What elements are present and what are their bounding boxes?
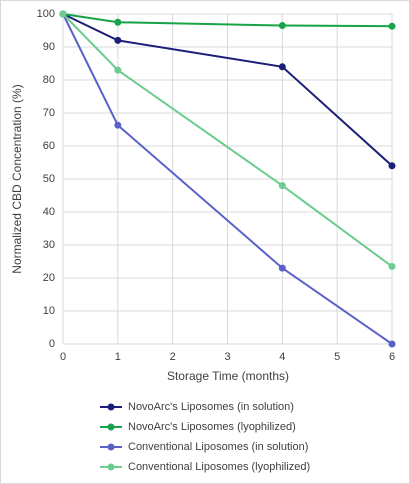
y-tick-label: 50 bbox=[43, 173, 55, 185]
series-line bbox=[62, 13, 393, 345]
data-point bbox=[388, 262, 396, 270]
y-tick-label: 60 bbox=[43, 140, 55, 152]
x-tick-label: 1 bbox=[115, 351, 121, 363]
y-tick-label: 70 bbox=[43, 107, 55, 119]
data-point bbox=[388, 340, 396, 348]
data-point bbox=[114, 66, 122, 74]
data-point bbox=[278, 264, 286, 272]
data-point bbox=[388, 22, 396, 30]
data-point bbox=[388, 162, 396, 170]
legend-label: NovoArc's Liposomes (lyophilized) bbox=[128, 421, 296, 433]
x-tick-label: 4 bbox=[279, 351, 285, 363]
x-tick-label: 5 bbox=[334, 351, 340, 363]
data-point bbox=[278, 22, 286, 30]
legend-marker bbox=[107, 443, 115, 451]
legend-marker bbox=[107, 423, 115, 431]
y-tick-label: 90 bbox=[43, 41, 55, 53]
x-tick-label: 0 bbox=[60, 351, 66, 363]
data-point bbox=[114, 121, 122, 129]
data-point bbox=[278, 63, 286, 71]
legend-label: NovoArc's Liposomes (in solution) bbox=[128, 401, 294, 413]
data-point bbox=[278, 182, 286, 190]
legend-marker bbox=[107, 403, 115, 411]
y-tick-label: 10 bbox=[43, 305, 55, 317]
x-tick-label: 3 bbox=[224, 351, 230, 363]
x-axis-title: Storage Time (months) bbox=[167, 369, 289, 383]
data-point bbox=[114, 36, 122, 44]
series-line bbox=[62, 13, 393, 28]
x-tick-label: 6 bbox=[389, 351, 395, 363]
y-tick-label: 100 bbox=[37, 8, 55, 20]
y-tick-label: 80 bbox=[43, 74, 55, 86]
y-tick-label: 30 bbox=[43, 239, 55, 251]
x-tick-label: 2 bbox=[170, 351, 176, 363]
y-tick-label: 0 bbox=[49, 338, 55, 350]
data-point bbox=[114, 18, 122, 26]
legend-marker bbox=[107, 463, 115, 471]
series-line bbox=[62, 13, 393, 167]
series-line bbox=[62, 13, 393, 268]
y-tick-label: 40 bbox=[43, 206, 55, 218]
data-point bbox=[59, 10, 67, 18]
y-axis-title: Normalized CBD Concentration (%) bbox=[10, 84, 24, 273]
legend-label: Conventional Liposomes (in solution) bbox=[128, 441, 308, 453]
y-tick-label: 20 bbox=[43, 272, 55, 284]
legend-label: Conventional Liposomes (lyophilized) bbox=[128, 461, 310, 473]
